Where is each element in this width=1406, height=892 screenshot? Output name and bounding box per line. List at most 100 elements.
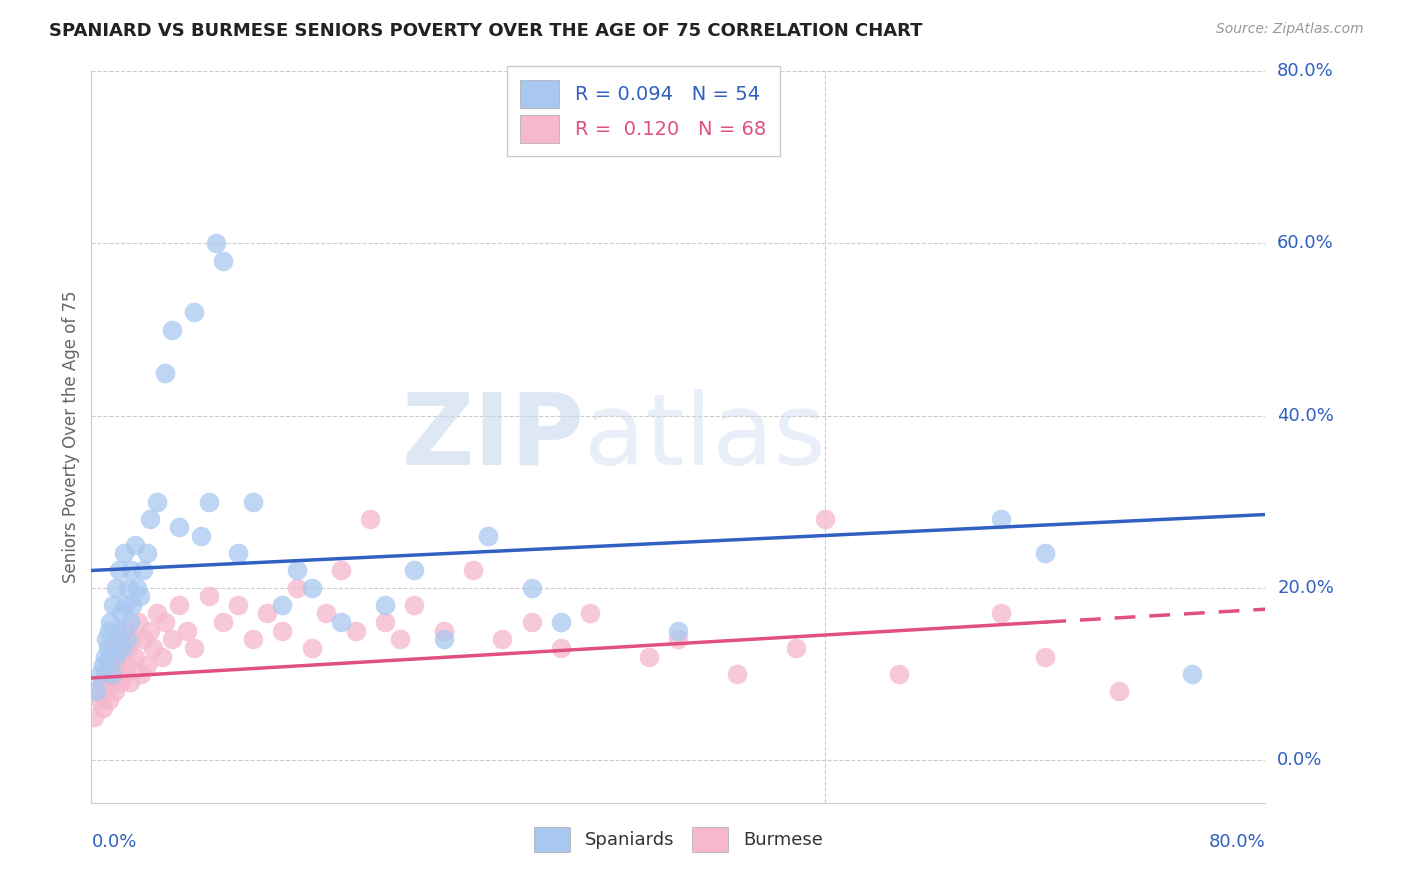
Point: [111, 649, 134, 664]
Point: [1033, 649, 1056, 664]
Point: [1108, 684, 1130, 698]
Point: [404, 564, 426, 578]
Point: [118, 675, 141, 690]
Text: 20.0%: 20.0%: [1277, 579, 1334, 597]
Point: [136, 658, 159, 673]
Point: [100, 615, 122, 629]
Point: [101, 675, 124, 690]
Point: [638, 649, 661, 664]
Point: [388, 632, 411, 647]
Point: [374, 615, 396, 629]
Point: [124, 649, 146, 664]
Y-axis label: Seniors Poverty Over the Age of 75: Seniors Poverty Over the Age of 75: [62, 291, 80, 583]
Point: [814, 512, 837, 526]
Point: [169, 598, 191, 612]
Point: [103, 640, 125, 655]
Point: [125, 581, 148, 595]
Point: [153, 366, 176, 380]
Point: [329, 615, 352, 629]
Point: [105, 658, 128, 673]
Point: [142, 640, 165, 655]
Point: [112, 546, 135, 560]
Point: [190, 529, 212, 543]
Point: [91, 658, 114, 673]
Point: [1033, 546, 1056, 560]
Point: [725, 666, 748, 681]
Point: [271, 598, 294, 612]
Point: [118, 615, 141, 629]
Point: [432, 624, 454, 638]
Point: [160, 322, 183, 336]
Point: [98, 624, 121, 638]
Point: [146, 607, 169, 621]
Point: [121, 632, 143, 647]
Point: [107, 666, 129, 681]
Point: [374, 598, 396, 612]
Point: [285, 581, 308, 595]
Point: [197, 494, 219, 508]
Point: [197, 589, 219, 603]
Point: [136, 546, 159, 560]
Point: [117, 640, 139, 655]
Text: ZIP: ZIP: [402, 389, 585, 485]
Point: [139, 624, 162, 638]
Point: [105, 581, 128, 595]
Point: [301, 581, 323, 595]
Point: [666, 624, 689, 638]
Point: [134, 632, 156, 647]
Point: [550, 640, 572, 655]
Point: [160, 632, 183, 647]
Point: [785, 640, 807, 655]
Point: [520, 615, 543, 629]
Point: [124, 538, 146, 552]
Point: [129, 666, 152, 681]
Point: [205, 236, 228, 251]
Text: 40.0%: 40.0%: [1277, 407, 1334, 425]
Point: [103, 598, 125, 612]
Text: 80.0%: 80.0%: [1209, 833, 1265, 851]
Point: [104, 649, 127, 664]
Point: [990, 607, 1012, 621]
Point: [115, 658, 138, 673]
Point: [242, 494, 264, 508]
Point: [1181, 666, 1204, 681]
Point: [94, 684, 117, 698]
Point: [84, 684, 107, 698]
Point: [520, 581, 543, 595]
Point: [100, 649, 122, 664]
Point: [242, 632, 264, 647]
Point: [108, 564, 131, 578]
Point: [132, 564, 155, 578]
Text: 60.0%: 60.0%: [1277, 235, 1334, 252]
Point: [315, 607, 337, 621]
Point: [990, 512, 1012, 526]
Point: [101, 666, 124, 681]
Text: SPANIARD VS BURMESE SENIORS POVERTY OVER THE AGE OF 75 CORRELATION CHART: SPANIARD VS BURMESE SENIORS POVERTY OVER…: [49, 22, 922, 40]
Point: [110, 607, 132, 621]
Point: [108, 632, 131, 647]
Point: [153, 615, 176, 629]
Point: [150, 649, 173, 664]
Point: [96, 658, 118, 673]
Text: 0.0%: 0.0%: [91, 833, 136, 851]
Legend: Spaniards, Burmese: Spaniards, Burmese: [527, 820, 830, 860]
Text: Source: ZipAtlas.com: Source: ZipAtlas.com: [1216, 22, 1364, 37]
Point: [94, 632, 117, 647]
Point: [183, 640, 205, 655]
Point: [115, 632, 138, 647]
Point: [127, 615, 149, 629]
Point: [176, 624, 198, 638]
Point: [139, 512, 162, 526]
Point: [89, 692, 111, 706]
Point: [117, 581, 139, 595]
Point: [301, 640, 323, 655]
Point: [169, 520, 191, 534]
Point: [491, 632, 513, 647]
Point: [110, 675, 132, 690]
Point: [359, 512, 381, 526]
Point: [104, 684, 127, 698]
Text: atlas: atlas: [585, 389, 827, 485]
Point: [404, 598, 426, 612]
Point: [344, 624, 367, 638]
Point: [114, 624, 136, 638]
